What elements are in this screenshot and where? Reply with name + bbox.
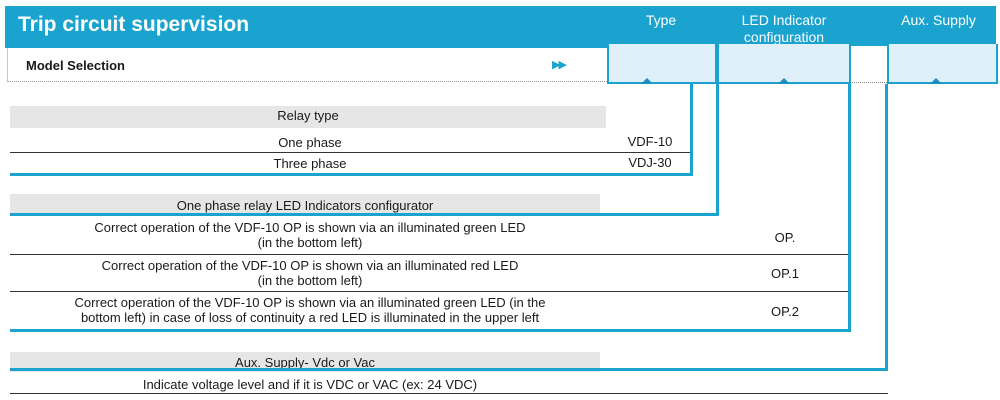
aux-connector-line xyxy=(885,84,888,370)
relay-one-phase-code: VDF-10 xyxy=(627,134,673,149)
relay-section-bottom-line xyxy=(10,173,693,176)
led-section-bottom-line xyxy=(10,329,851,332)
header-gap xyxy=(851,6,881,46)
led-connector-line xyxy=(848,84,851,332)
aux-supply-heading: Aux. Supply- Vdc or Vac xyxy=(10,352,600,372)
led-option-code: OP. xyxy=(774,230,796,245)
row-divider xyxy=(10,291,848,292)
relay-three-phase-code: VDJ-30 xyxy=(628,155,672,170)
aux-supply-instruction: Indicate voltage level and if it is VDC … xyxy=(142,377,478,392)
row-divider xyxy=(10,152,690,153)
led-pointer-icon xyxy=(778,78,790,84)
led-option-code: OP.2 xyxy=(771,304,799,319)
led-option-code: OP.1 xyxy=(771,266,799,281)
type-pointer-icon xyxy=(641,78,653,84)
relay-type-heading: Relay type xyxy=(10,106,606,128)
row-divider xyxy=(10,393,888,394)
aux-pointer-icon xyxy=(930,78,942,84)
model-selection-label: Model Selection xyxy=(26,58,125,73)
aux-heading-underline xyxy=(10,368,888,371)
type-connector-line xyxy=(690,84,693,175)
led-connector-outer xyxy=(716,84,719,215)
model-selection-row: Model Selection xyxy=(7,48,609,82)
relay-three-phase-label: Three phase xyxy=(273,156,347,171)
column-header-aux-supply: Aux. Supply xyxy=(881,6,996,46)
led-configurator-heading: One phase relay LED Indicators configura… xyxy=(10,194,600,214)
row-divider xyxy=(10,254,848,255)
led-option-text: Correct operation of the VDF-10 OP is sh… xyxy=(101,258,519,288)
led-option-text: Correct operation of the VDF-10 OP is sh… xyxy=(94,220,526,250)
led-option-text: Correct operation of the VDF-10 OP is sh… xyxy=(74,295,546,325)
led-heading-underline xyxy=(10,213,719,216)
column-header-led-indicator: LED Indicator configuration xyxy=(717,6,851,46)
type-code-box xyxy=(607,44,717,84)
aux-code-box xyxy=(887,44,998,84)
header-underline xyxy=(5,42,609,48)
relay-one-phase-label: One phase xyxy=(278,135,342,150)
column-header-type: Type xyxy=(605,6,717,46)
forward-arrows-icon: ▶▶ xyxy=(552,59,567,71)
page-title: Trip circuit supervision xyxy=(5,6,605,42)
